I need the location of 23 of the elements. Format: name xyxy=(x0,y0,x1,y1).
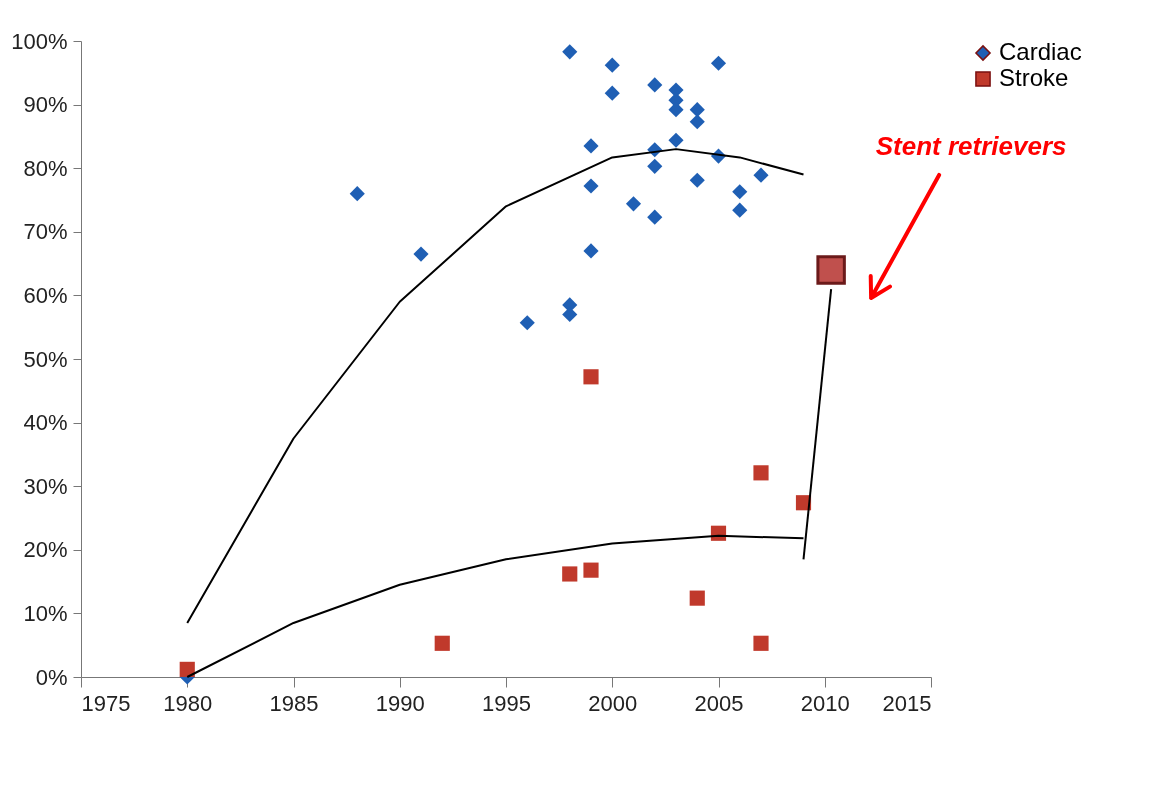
x-tick-label: 2010 xyxy=(800,690,850,716)
y-tick-label: 70% xyxy=(23,219,68,245)
annotation: Stent retrievers xyxy=(875,130,1067,161)
y-tick-label: 100% xyxy=(11,28,68,54)
x-tick-label: 2015 xyxy=(882,690,932,716)
y-tick-label: 50% xyxy=(23,346,68,372)
y-tick-label: 20% xyxy=(23,537,68,563)
x-tick-label: 1975 xyxy=(81,690,131,716)
x-tick-label: 1980 xyxy=(163,690,213,716)
legend-label: Stroke xyxy=(999,64,1069,91)
x-tick-label: 1990 xyxy=(375,690,425,716)
legend-label: Cardiac xyxy=(999,38,1082,65)
x-tick-label: 1995 xyxy=(482,690,531,716)
y-tick-label: 0% xyxy=(35,664,68,690)
x-tick-label: 2005 xyxy=(694,690,744,716)
y-tick-label: 80% xyxy=(23,155,68,181)
y-tick-label: 40% xyxy=(23,410,68,436)
y-tick-label: 90% xyxy=(23,92,68,118)
y-tick-label: 60% xyxy=(23,282,68,308)
y-tick-label: 30% xyxy=(23,473,68,499)
y-tick-label: 10% xyxy=(23,600,68,626)
x-tick-label: 1985 xyxy=(269,690,319,716)
x-tick-label: 2000 xyxy=(588,690,638,716)
